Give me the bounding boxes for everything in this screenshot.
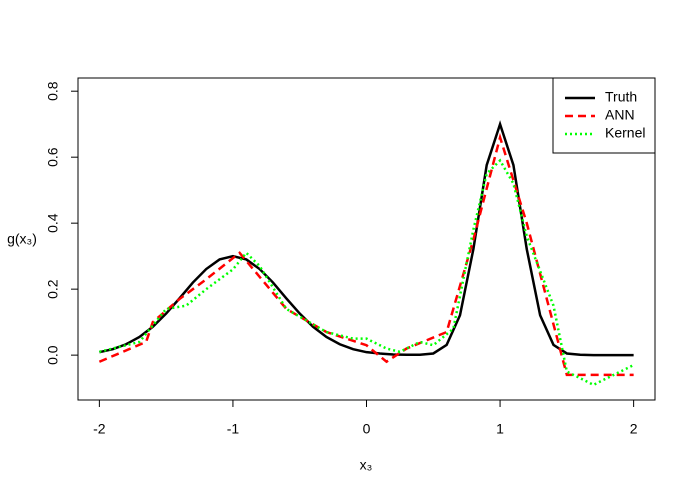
x-tick-label: 2 <box>630 421 638 437</box>
x-axis-label: x₃ <box>360 457 373 473</box>
y-tick-label: 0.6 <box>45 147 61 167</box>
y-tick-label: 0.8 <box>45 81 61 101</box>
x-tick-label: -2 <box>93 421 106 437</box>
legend-label: Kernel <box>605 125 645 141</box>
line-series <box>99 158 635 387</box>
x-tick-label: 0 <box>363 421 371 437</box>
x-tick-label: 1 <box>496 421 504 437</box>
line-series <box>99 120 634 357</box>
y-tick-label: 0.0 <box>45 345 61 365</box>
y-tick-label: 0.2 <box>45 279 61 299</box>
line-series <box>98 132 634 377</box>
y-axis-label: g(x₃) <box>7 231 37 247</box>
x-tick-label: -1 <box>227 421 240 437</box>
legend-label: ANN <box>605 107 635 123</box>
y-tick-label: 0.4 <box>45 213 61 233</box>
legend-label: Truth <box>605 89 637 105</box>
